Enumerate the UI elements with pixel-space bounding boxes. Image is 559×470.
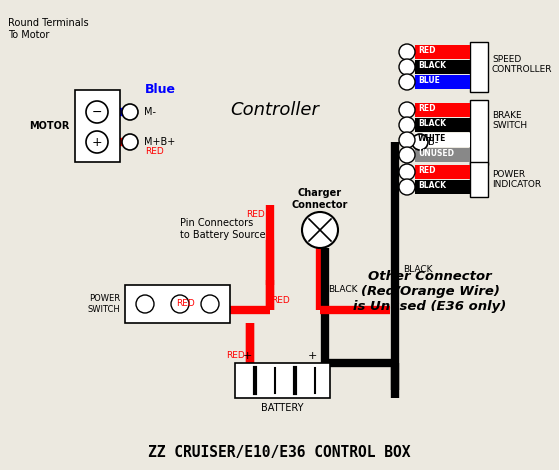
Text: Blue: Blue (144, 83, 176, 96)
Text: RED: RED (176, 299, 195, 308)
Bar (470, 100, 488, 165)
Text: BLUE: BLUE (418, 76, 440, 85)
Text: RED: RED (418, 46, 435, 55)
Bar (415, 148, 470, 162)
Bar (415, 165, 470, 179)
Text: ZZ CRUISER/E10/E36 CONTROL BOX: ZZ CRUISER/E10/E36 CONTROL BOX (148, 446, 410, 461)
Text: RED: RED (271, 296, 290, 305)
Text: +: + (92, 135, 102, 149)
Text: RED: RED (226, 351, 245, 360)
Text: +: + (307, 351, 317, 361)
Text: BATTERY: BATTERY (260, 403, 303, 413)
Circle shape (171, 295, 189, 313)
Text: Controller: Controller (230, 101, 319, 119)
Circle shape (399, 179, 415, 195)
Circle shape (412, 134, 428, 150)
Circle shape (399, 132, 415, 148)
Circle shape (136, 295, 154, 313)
Bar (130, 35, 420, 205)
Bar (415, 103, 470, 117)
Circle shape (399, 147, 415, 163)
Circle shape (399, 59, 415, 75)
Circle shape (201, 295, 219, 313)
Circle shape (399, 102, 415, 118)
Text: −: − (92, 105, 102, 118)
Text: BLACK: BLACK (418, 61, 446, 70)
Text: Pin Connectors
to Battery Source: Pin Connectors to Battery Source (180, 218, 266, 240)
Bar (415, 75, 470, 89)
Text: BLACK: BLACK (403, 265, 433, 274)
Text: UNUSED: UNUSED (418, 149, 454, 158)
Text: M-: M- (144, 107, 156, 117)
Circle shape (399, 164, 415, 180)
Text: M+B+: M+B+ (144, 137, 176, 147)
Text: Other Connector
(Red/Orange Wire)
is Unused (E36 only): Other Connector (Red/Orange Wire) is Unu… (353, 270, 506, 313)
Bar (415, 133, 470, 147)
Text: RED: RED (418, 166, 435, 175)
Circle shape (122, 134, 138, 150)
Circle shape (122, 104, 138, 120)
Text: +: + (242, 351, 252, 361)
Circle shape (399, 117, 415, 133)
Circle shape (399, 74, 415, 90)
Bar (415, 45, 470, 59)
Circle shape (86, 101, 108, 123)
Text: SPEED
CONTROLLER: SPEED CONTROLLER (492, 55, 552, 74)
Bar (415, 118, 470, 132)
Circle shape (399, 44, 415, 60)
Bar (415, 180, 470, 194)
Text: MOTOR: MOTOR (30, 121, 70, 131)
Text: POWER
INDICATOR: POWER INDICATOR (492, 170, 541, 189)
Text: RED: RED (146, 147, 164, 156)
Text: RED: RED (247, 210, 265, 219)
Text: B-: B- (428, 137, 438, 147)
Text: BLACK: BLACK (418, 119, 446, 128)
Text: BLACK: BLACK (328, 285, 358, 294)
Text: Charger
Connector: Charger Connector (292, 188, 348, 210)
Bar (75, 90, 120, 162)
Text: POWER
SWITCH: POWER SWITCH (87, 294, 120, 313)
Bar (470, 42, 488, 92)
Bar (415, 60, 470, 74)
Bar (470, 162, 488, 197)
Text: WHITE: WHITE (418, 134, 447, 143)
Circle shape (302, 212, 338, 248)
Text: Round Terminals
To Motor: Round Terminals To Motor (8, 18, 89, 39)
Text: BLACK: BLACK (418, 181, 446, 190)
Text: RED: RED (418, 104, 435, 113)
Bar (125, 285, 230, 323)
Bar (235, 363, 330, 398)
Circle shape (86, 131, 108, 153)
Text: BRAKE
SWITCH: BRAKE SWITCH (492, 111, 527, 130)
